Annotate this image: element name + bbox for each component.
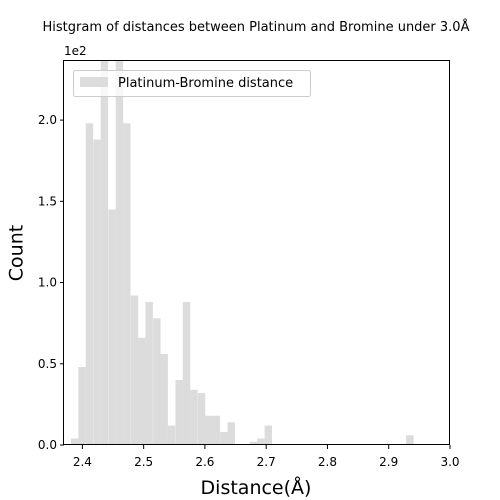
x-tick-label-3: 2.7: [257, 455, 276, 469]
legend-box: [73, 70, 311, 97]
histogram-bar-19: [212, 415, 220, 445]
histogram-bar-25: [406, 435, 414, 445]
y-axis: 0.0 0.5 1.0 1.5 2.0: [38, 113, 64, 452]
y-tick-label-4: 2.0: [38, 113, 57, 127]
histogram-bar-14: [175, 380, 183, 445]
histogram-bar-18: [205, 415, 213, 445]
chart-title: Histgram of distances between Platinum a…: [43, 19, 470, 35]
plot-frame: [63, 60, 450, 445]
legend-label: Platinum-Bromine distance: [118, 76, 293, 91]
y-offset-label: 1e2: [64, 44, 87, 58]
y-tick-label-2: 1.0: [38, 276, 57, 290]
histogram-bar-11: [153, 318, 161, 445]
histogram-bar-17: [197, 393, 206, 445]
histogram-bar-3: [93, 139, 101, 445]
x-tick-label-0: 2.4: [73, 455, 92, 469]
y-tick-label-1: 0.5: [38, 357, 57, 371]
x-axis-label: Distance(Å): [201, 476, 312, 499]
y-axis-label: Count: [6, 225, 28, 281]
histogram-bar-21: [227, 422, 235, 445]
histogram-bar-6: [115, 60, 124, 445]
legend-swatch: [80, 77, 108, 87]
histogram-bar-0: [71, 438, 79, 445]
histogram-bar-10: [145, 302, 153, 445]
histogram-bar-24: [264, 425, 273, 445]
histogram-bar-13: [167, 425, 176, 445]
histogram-bar-12: [160, 354, 168, 445]
histogram-bar-7: [123, 123, 131, 445]
x-axis: 2.4 2.5 2.6 2.7 2.8 2.9 3.0: [73, 445, 460, 469]
histogram-bar-15: [182, 302, 191, 445]
histogram-bar-9: [138, 337, 146, 445]
histogram-bar-8: [130, 295, 139, 445]
histogram-bar-16: [190, 389, 198, 445]
legend: Platinum-Bromine distance: [73, 70, 311, 97]
histogram-bar-23: [257, 438, 265, 445]
y-tick-label-0: 0.0: [38, 438, 57, 452]
x-tick-label-6: 3.0: [440, 455, 459, 469]
histogram-bar-20: [220, 432, 228, 445]
x-tick-label-5: 2.9: [379, 455, 398, 469]
x-tick-label-1: 2.5: [134, 455, 153, 469]
histogram-bar-1: [78, 367, 86, 445]
histogram-bar-22: [249, 441, 258, 445]
histogram-bar-5: [108, 209, 116, 445]
bars-group: [71, 60, 414, 445]
histogram-bar-4: [100, 60, 109, 445]
histogram-bar-2: [85, 123, 94, 445]
y-tick-label-3: 1.5: [38, 194, 57, 208]
x-tick-label-4: 2.8: [318, 455, 337, 469]
x-tick-label-2: 2.6: [195, 455, 214, 469]
